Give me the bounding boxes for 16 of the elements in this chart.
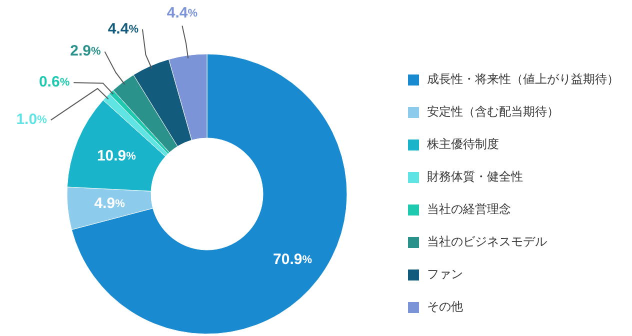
data-label: 4.4% [166, 4, 198, 22]
legend-label: 財務体質・健全性 [427, 170, 523, 184]
data-label: 10.9% [96, 147, 136, 164]
data-label: 4.4% [108, 20, 139, 38]
legend-label: 安定性（含む配当期待） [427, 104, 559, 119]
legend-label: 当社の経営理念 [427, 202, 511, 216]
legend-label: その他 [427, 300, 463, 314]
data-label: 0.6% [38, 74, 70, 91]
legend-label: 株主優待制度 [426, 137, 499, 152]
data-label: 70.9% [273, 250, 312, 268]
data-label: 2.9% [70, 42, 101, 60]
data-label: 4.9% [94, 195, 126, 212]
legend-label: 当社のビジネスモデル [427, 234, 547, 249]
legend-label: 成長性・将来性（値上がり益期待） [427, 72, 619, 86]
legend-label: ファン [427, 267, 463, 282]
data-label: 1.0% [16, 111, 48, 128]
